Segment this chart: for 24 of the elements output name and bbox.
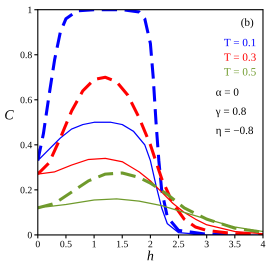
y-tick-label: 0.4	[20, 142, 32, 148]
x-tick-label: 0.5	[60, 240, 72, 248]
y-tick-label: 0	[28, 232, 32, 238]
x-tick-label: 1	[92, 240, 96, 248]
x-tick-label: 0	[36, 240, 40, 248]
text: T = 0.5	[224, 68, 256, 76]
annotation: γ = 0.8	[216, 107, 246, 118]
annotation: (b)	[241, 18, 254, 28]
x-tick-label: 4	[260, 240, 266, 248]
text: T = 0.1	[224, 38, 256, 46]
y-tick-label: 1	[28, 6, 32, 14]
x-tick-label: 1.5	[117, 240, 128, 248]
annotation: α = 0	[216, 88, 238, 96]
x-tick-label: 3	[204, 240, 209, 248]
x-tick-label: 2.5	[172, 240, 184, 248]
x-axis-title: h	[147, 250, 154, 260]
annotation: η = −0.8	[216, 126, 254, 136]
y-tick-label: 0.6	[20, 96, 32, 104]
text: T = 0.3	[224, 53, 256, 61]
y-tick-label: 0.8	[20, 52, 32, 58]
x-tick-label: 3.5	[229, 240, 241, 248]
y-axis-title: C	[5, 110, 14, 120]
y-tick-label: 0.2	[20, 186, 32, 194]
x-tick-label: 2	[148, 240, 152, 248]
